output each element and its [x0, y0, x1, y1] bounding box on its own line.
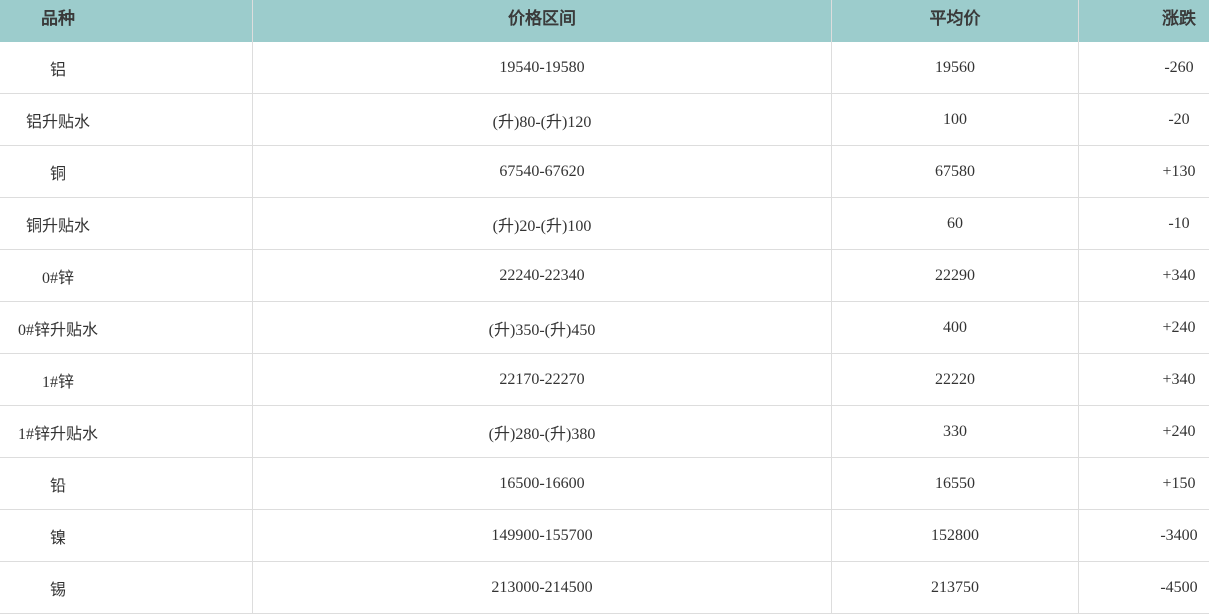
change-cell: +240 [1079, 406, 1209, 458]
variety-cell: 铜升贴水 [0, 198, 253, 250]
change-value: -10 [1079, 215, 1209, 233]
change-cell: +340 [1079, 354, 1209, 406]
variety-cell: 铝 [0, 42, 253, 94]
change-cell: +340 [1079, 250, 1209, 302]
variety-cell: 镍 [0, 510, 253, 562]
variety-name: 1#锌 [0, 368, 116, 392]
variety-name: 铅 [0, 472, 116, 496]
table-row: 铜 67540-67620 67580 +130 [0, 146, 1209, 198]
header-variety: 品种 [0, 0, 253, 42]
variety-cell: 1#锌 [0, 354, 253, 406]
average-price-cell: 400 [832, 302, 1079, 354]
price-range-cell: 22170-22270 [253, 354, 832, 406]
variety-name: 铝升贴水 [0, 108, 116, 132]
variety-name: 锡 [0, 576, 116, 600]
price-range-cell: (升)80-(升)120 [253, 94, 832, 146]
price-range-cell: (升)20-(升)100 [253, 198, 832, 250]
change-value: -20 [1079, 111, 1209, 129]
variety-cell: 1#锌升贴水 [0, 406, 253, 458]
table-row: 铅 16500-16600 16550 +150 [0, 458, 1209, 510]
change-value: +340 [1079, 371, 1209, 389]
variety-name: 铜 [0, 160, 116, 184]
change-cell: -10 [1079, 198, 1209, 250]
price-range-cell: 19540-19580 [253, 42, 832, 94]
table-row: 铝 19540-19580 19560 -260 [0, 42, 1209, 94]
change-cell: -260 [1079, 42, 1209, 94]
header-price-range: 价格区间 [253, 0, 832, 42]
average-price-cell: 19560 [832, 42, 1079, 94]
change-value: -4500 [1079, 579, 1209, 597]
change-cell: -20 [1079, 94, 1209, 146]
table-row: 铝升贴水 (升)80-(升)120 100 -20 [0, 94, 1209, 146]
variety-name: 0#锌 [0, 264, 116, 288]
change-value: +130 [1079, 163, 1209, 181]
table-row: 0#锌升贴水 (升)350-(升)450 400 +240 [0, 302, 1209, 354]
change-value: +240 [1079, 319, 1209, 337]
change-value: +340 [1079, 267, 1209, 285]
header-change: 涨跌 [1079, 0, 1209, 42]
variety-cell: 铜 [0, 146, 253, 198]
table-row: 1#锌升贴水 (升)280-(升)380 330 +240 [0, 406, 1209, 458]
variety-name: 铝 [0, 56, 116, 80]
change-value: +240 [1079, 423, 1209, 441]
change-cell: +150 [1079, 458, 1209, 510]
header-row: 品种 价格区间 平均价 涨跌 [0, 0, 1209, 42]
table-row: 0#锌 22240-22340 22290 +340 [0, 250, 1209, 302]
average-price-cell: 60 [832, 198, 1079, 250]
change-cell: +240 [1079, 302, 1209, 354]
variety-cell: 锡 [0, 562, 253, 614]
change-value: -260 [1079, 59, 1209, 77]
header-label: 品种 [0, 4, 116, 29]
change-cell: +130 [1079, 146, 1209, 198]
variety-name: 1#锌升贴水 [0, 420, 116, 444]
change-value: +150 [1079, 475, 1209, 493]
header-average: 平均价 [832, 0, 1079, 42]
variety-name: 铜升贴水 [0, 212, 116, 236]
table-row: 铜升贴水 (升)20-(升)100 60 -10 [0, 198, 1209, 250]
average-price-cell: 100 [832, 94, 1079, 146]
average-price-cell: 152800 [832, 510, 1079, 562]
variety-cell: 0#锌升贴水 [0, 302, 253, 354]
variety-cell: 铅 [0, 458, 253, 510]
change-cell: -4500 [1079, 562, 1209, 614]
average-price-cell: 16550 [832, 458, 1079, 510]
average-price-cell: 22290 [832, 250, 1079, 302]
table-row: 1#锌 22170-22270 22220 +340 [0, 354, 1209, 406]
average-price-cell: 22220 [832, 354, 1079, 406]
price-range-cell: 67540-67620 [253, 146, 832, 198]
price-range-cell: 213000-214500 [253, 562, 832, 614]
average-price-cell: 330 [832, 406, 1079, 458]
variety-cell: 铝升贴水 [0, 94, 253, 146]
average-price-cell: 67580 [832, 146, 1079, 198]
price-range-cell: (升)280-(升)380 [253, 406, 832, 458]
variety-cell: 0#锌 [0, 250, 253, 302]
table-row: 锡 213000-214500 213750 -4500 [0, 562, 1209, 614]
price-range-cell: (升)350-(升)450 [253, 302, 832, 354]
change-cell: -3400 [1079, 510, 1209, 562]
table-row: 镍 149900-155700 152800 -3400 [0, 510, 1209, 562]
average-price-cell: 213750 [832, 562, 1079, 614]
price-range-cell: 149900-155700 [253, 510, 832, 562]
price-range-cell: 22240-22340 [253, 250, 832, 302]
variety-name: 0#锌升贴水 [0, 316, 116, 340]
header-label: 涨跌 [1079, 4, 1209, 29]
change-value: -3400 [1079, 527, 1209, 545]
price-range-cell: 16500-16600 [253, 458, 832, 510]
variety-name: 镍 [0, 524, 116, 548]
